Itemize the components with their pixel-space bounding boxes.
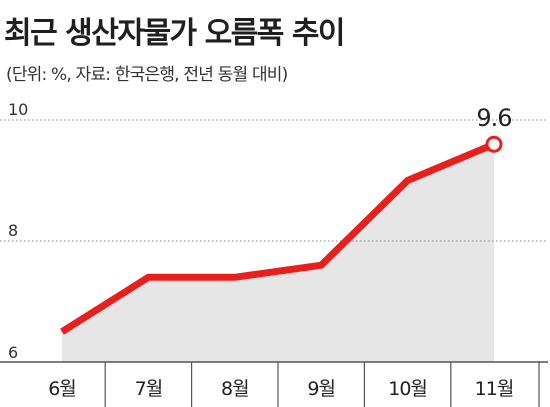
x-tick-label-0: 6월 — [48, 378, 76, 400]
data-point-5 — [485, 135, 503, 153]
y-tick-label-10: 10 — [8, 100, 28, 119]
x-tick-label-1: 7월 — [135, 378, 163, 400]
chart-title: 최근 생산자물가 오름폭 추이 — [4, 16, 346, 51]
y-tick-label-8: 8 — [8, 221, 18, 240]
chart-subtitle: (단위: %, 자료: 한국은행, 전년 동월 대비) — [6, 65, 288, 85]
y-tick-label-6: 6 — [8, 343, 18, 362]
x-tick-label-2: 8월 — [221, 378, 249, 400]
x-tick-label-3: 9월 — [307, 378, 335, 400]
data-label-5: 9.6 — [476, 104, 511, 132]
area-fill — [62, 144, 494, 362]
x-tick-label-5: 11월 — [475, 378, 514, 400]
series-line — [60, 140, 496, 335]
x-tick-label-4: 10월 — [388, 378, 427, 400]
